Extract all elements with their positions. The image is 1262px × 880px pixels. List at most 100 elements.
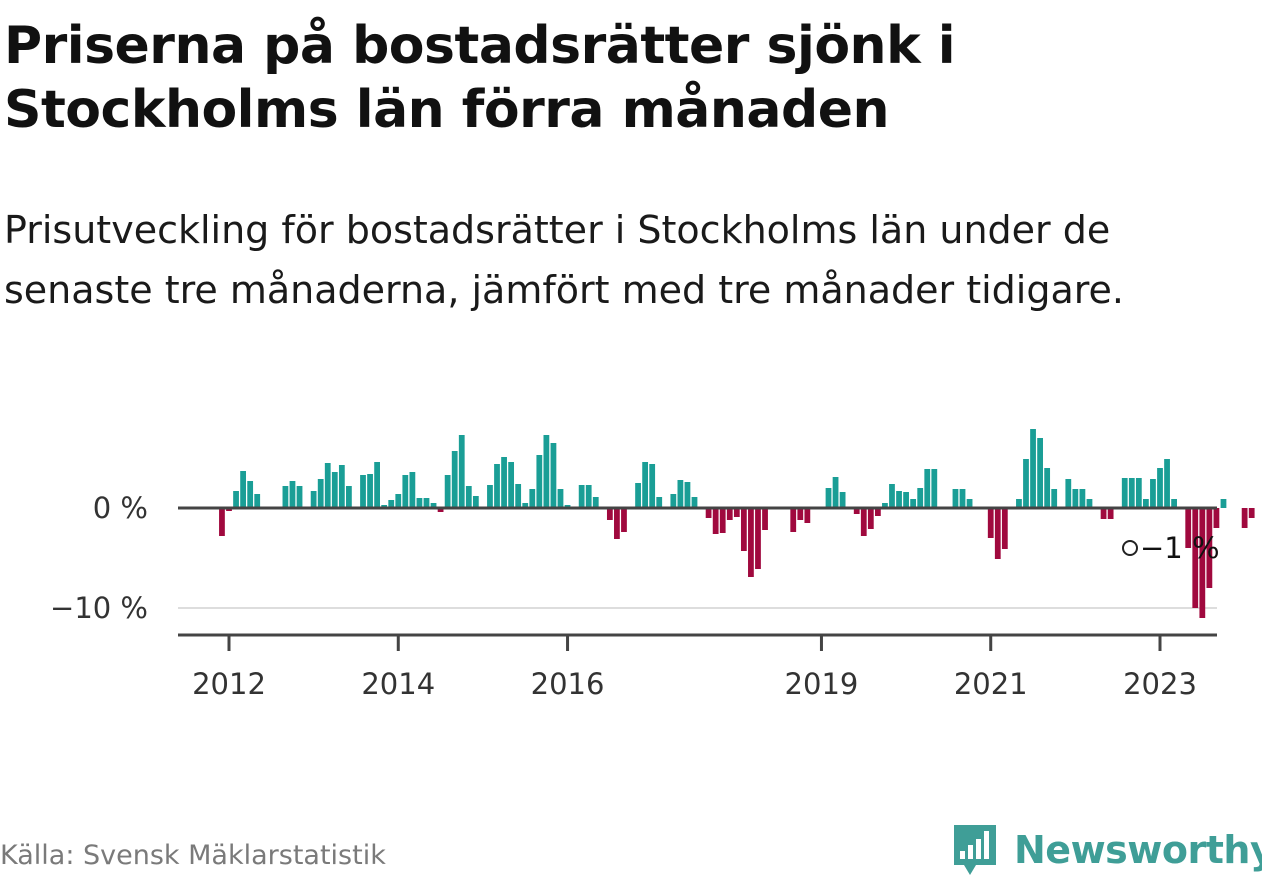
bar: [684, 482, 691, 508]
chart-subtitle: Prisutveckling för bostadsrätter i Stock…: [4, 208, 1124, 312]
bar: [1065, 479, 1072, 508]
bar: [896, 491, 902, 508]
x-tick-label: 2014: [361, 667, 435, 701]
bar: [409, 472, 416, 508]
bar: [543, 435, 550, 508]
bar: [388, 500, 395, 508]
bar: [740, 508, 747, 551]
bar: [882, 503, 888, 508]
bar: [1121, 478, 1128, 508]
bar: [254, 494, 261, 508]
bar: [557, 489, 564, 508]
bar: [642, 462, 649, 508]
bar: [282, 486, 289, 508]
bar-chart-speech-bubble-icon: [954, 825, 996, 875]
bar: [1143, 499, 1149, 508]
annotation-marker: [1122, 540, 1138, 556]
x-tick-label: 2021: [954, 667, 1028, 701]
bar: [317, 479, 324, 508]
source-note: Källa: Svensk Mäklarstatistik: [0, 840, 386, 871]
bar: [959, 489, 966, 508]
bar: [458, 435, 465, 508]
bar: [987, 508, 994, 538]
bar: [416, 498, 423, 508]
bar: [1185, 508, 1192, 548]
bar: [437, 508, 444, 512]
bar: [832, 477, 839, 508]
bar: [1192, 508, 1199, 608]
bar: [1086, 499, 1093, 508]
bar: [903, 492, 909, 508]
bar: [536, 455, 543, 508]
y-tick-label: 0 %: [93, 491, 148, 525]
x-tick-label: 2019: [785, 667, 859, 701]
brand-name: Newsworthy: [1014, 828, 1262, 872]
bar: [338, 465, 345, 508]
bar: [1037, 438, 1043, 508]
bar: [1128, 478, 1135, 508]
x-tick-label: 2023: [1123, 667, 1197, 701]
bar: [1248, 508, 1255, 518]
bar: [423, 498, 430, 508]
bar: [219, 508, 225, 536]
bar: [719, 508, 726, 533]
bar: [1199, 508, 1206, 618]
bar: [1241, 508, 1248, 528]
bar: [1213, 508, 1220, 528]
bar: [1044, 468, 1051, 508]
bar: [853, 508, 860, 514]
bar: [1079, 489, 1086, 508]
bar: [649, 464, 656, 508]
bar: [247, 481, 254, 508]
bars: [219, 429, 1255, 618]
bar: [508, 462, 515, 508]
bar: [1051, 489, 1058, 508]
bar: [1016, 499, 1022, 508]
bar: [1100, 508, 1107, 519]
bar: [924, 469, 931, 508]
bar: [656, 497, 663, 508]
x-ticks: 2012 2014 2016 2019 2021 2023: [192, 635, 1197, 701]
bar: [797, 508, 804, 520]
bar: [346, 486, 352, 508]
bar: [296, 486, 303, 508]
bar: [1171, 499, 1177, 508]
bar: [310, 491, 317, 508]
bar: [522, 503, 529, 508]
brand-logo[interactable]: Newsworthy: [950, 820, 1262, 880]
bar: [790, 508, 797, 532]
bar: [1220, 499, 1227, 508]
bar: [550, 443, 557, 508]
bar: [444, 475, 451, 508]
bar: [240, 471, 246, 508]
bar: [465, 486, 472, 508]
bar: [733, 508, 740, 517]
bar: [529, 489, 536, 508]
bar: [1072, 489, 1079, 508]
bar: [670, 494, 677, 508]
bar: [635, 483, 641, 508]
bar: [748, 508, 754, 577]
bar: [1030, 429, 1036, 508]
bar: [395, 494, 402, 508]
bar: [1164, 459, 1170, 508]
bar: [472, 496, 479, 508]
bar: [494, 464, 500, 508]
x-tick-label: 2016: [531, 667, 605, 701]
bar: [1023, 459, 1029, 508]
x-tick-label: 2012: [192, 667, 266, 701]
bar: [621, 508, 627, 532]
bar: [1206, 508, 1213, 588]
bar: [402, 475, 409, 508]
bar: [324, 463, 331, 508]
bar: [889, 484, 895, 508]
bar: [952, 489, 959, 508]
bar: [691, 497, 698, 508]
bar: [755, 508, 761, 569]
bar: [451, 451, 458, 508]
bar: [825, 488, 832, 508]
bar: [614, 508, 620, 539]
bar: [233, 491, 239, 508]
bar: [839, 492, 846, 508]
bar: [578, 485, 585, 508]
